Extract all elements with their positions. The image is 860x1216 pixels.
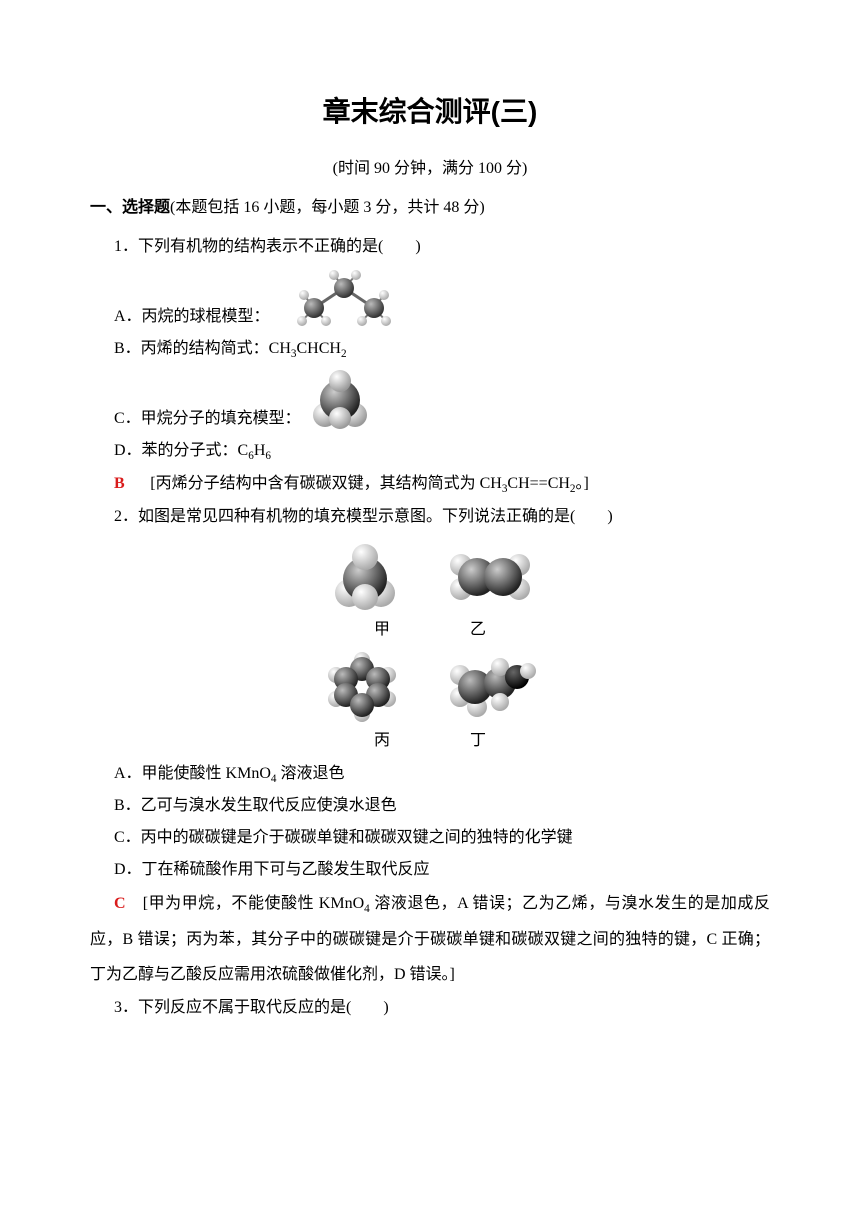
- q2-figure-row1: 甲 乙: [90, 541, 770, 639]
- label-bing: 丙: [374, 726, 390, 750]
- q1-c-text: C．甲烷分子的填充模型：: [90, 403, 301, 435]
- q1-option-d: D．苯的分子式：C6H6: [90, 435, 770, 468]
- q1-option-b: B．丙烯的结构简式：CH3CHCH2: [90, 333, 770, 366]
- label-yi: 乙: [470, 615, 486, 639]
- q2-stem: 2．如图是常见四种有机物的填充模型示意图。下列说法正确的是( ): [90, 501, 770, 533]
- methane-spacefill-icon: [305, 365, 375, 435]
- subtitle: (时间 90 分钟，满分 100 分): [90, 154, 770, 178]
- label-jia: 甲: [374, 615, 390, 639]
- q2-answer-letter: C: [114, 895, 126, 912]
- label-ding: 丁: [470, 726, 486, 750]
- q2-figure-row2: 丙 丁: [90, 647, 770, 750]
- molecule-jia-icon: [325, 541, 405, 611]
- q2-option-a: A．甲能使酸性 KMnO4 溶液退色: [90, 758, 770, 791]
- molecule-yi-icon: [445, 541, 535, 611]
- q1-option-c: C．甲烷分子的填充模型：: [90, 365, 770, 435]
- page-title: 章末综合测评(三): [90, 90, 770, 130]
- q3-stem: 3．下列反应不属于取代反应的是( ): [90, 992, 770, 1024]
- section-1-rest: (本题包括 16 小题，每小题 3 分，共计 48 分): [170, 199, 485, 216]
- q2-answer-paragraph: C [甲为甲烷，不能使酸性 KMnO4 溶液退色，A 错误；乙为乙烯，与溴水发生…: [90, 886, 770, 992]
- q2-option-b: B．乙可与溴水发生取代反应使溴水退色: [90, 790, 770, 822]
- q2-b-text: B．乙可与溴水发生取代反应使溴水退色: [90, 790, 397, 822]
- q1-stem: 1．下列有机物的结构表示不正确的是( ): [90, 231, 770, 263]
- propane-ball-stick-icon: [274, 263, 414, 333]
- section-1-header: 一、选择题(本题包括 16 小题，每小题 3 分，共计 48 分): [90, 194, 770, 223]
- q1-b-text: B．丙烯的结构简式：CH3CHCH2: [90, 333, 347, 366]
- q1-answer-letter: B: [114, 475, 125, 492]
- q2-option-c: C．丙中的碳碳键是介于碳碳单键和碳碳双键之间的独特的化学键: [90, 822, 770, 854]
- section-1-label: 一、选择题: [90, 199, 170, 216]
- q1-answer: B [丙烯分子结构中含有碳碳双键，其结构简式为 CH3CH==CH2。]: [90, 468, 770, 501]
- molecule-ding-icon: [445, 647, 540, 722]
- q1-a-text: A．丙烷的球棍模型：: [90, 301, 270, 333]
- q1-d-text: D．苯的分子式：C6H6: [90, 435, 271, 468]
- q2-d-text: D．丁在稀硫酸作用下可与乙酸发生取代反应: [90, 854, 430, 886]
- q2-a-text: A．甲能使酸性 KMnO4 溶液退色: [90, 758, 345, 791]
- q2-c-text: C．丙中的碳碳键是介于碳碳单键和碳碳双键之间的独特的化学键: [90, 822, 573, 854]
- molecule-bing-icon: [320, 647, 405, 722]
- q1-option-a: A．丙烷的球棍模型：: [90, 263, 770, 333]
- q2-option-d: D．丁在稀硫酸作用下可与乙酸发生取代反应: [90, 854, 770, 886]
